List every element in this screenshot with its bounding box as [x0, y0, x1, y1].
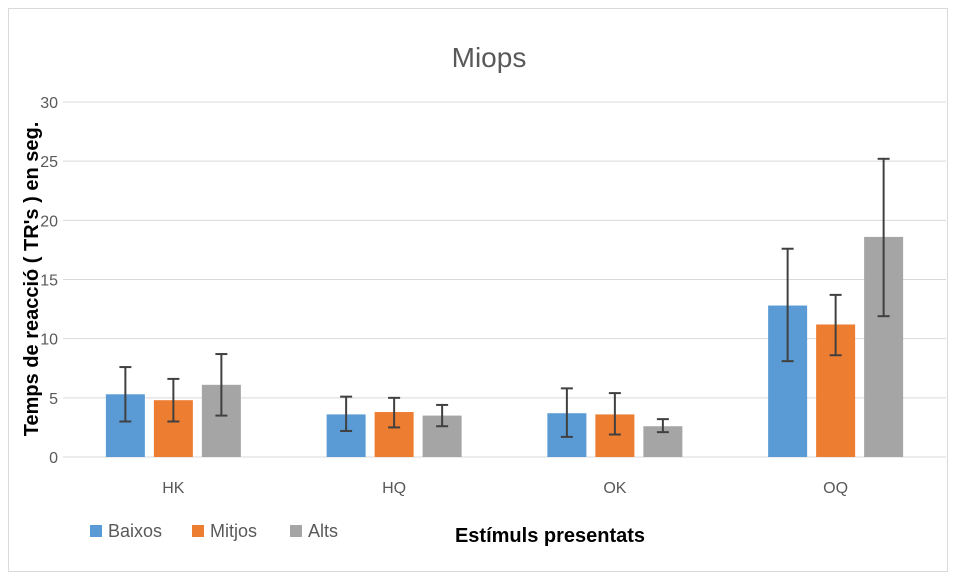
error-bar — [877, 157, 890, 318]
x-tick-label: HK — [162, 480, 185, 497]
error-bar — [436, 403, 449, 428]
error-bar — [608, 392, 621, 436]
legend-swatch — [90, 525, 102, 537]
error-bar — [560, 387, 573, 438]
legend-item: Baixos — [90, 521, 162, 541]
y-tick-label: 25 — [40, 154, 58, 171]
bars — [105, 236, 904, 457]
y-tick-label: 5 — [49, 391, 58, 408]
y-tick-label: 10 — [40, 332, 58, 349]
legend-swatch — [192, 525, 204, 537]
x-tick-label: HQ — [382, 480, 406, 497]
x-axis-label: Estímuls presentats — [455, 525, 645, 547]
legend-label: Alts — [308, 521, 338, 541]
legend-item: Mitjos — [192, 521, 257, 541]
error-bar — [119, 366, 132, 423]
legend-swatch — [290, 525, 302, 537]
legend-label: Baixos — [108, 521, 162, 541]
legend-item: Alts — [290, 521, 338, 541]
y-tick-label: 15 — [40, 273, 58, 290]
x-tick-label: OQ — [823, 480, 848, 497]
legend-label: Mitjos — [210, 521, 257, 541]
y-tick-label: 30 — [40, 95, 58, 112]
x-tick-labels: HK HQ OK OQ — [162, 480, 848, 497]
error-bar — [781, 247, 794, 363]
error-bar — [656, 418, 669, 434]
error-bar — [388, 396, 401, 429]
x-tick-label: OK — [603, 480, 626, 497]
error-bar — [340, 395, 353, 432]
y-tick-labels: 0 5 10 15 20 25 30 — [40, 95, 58, 467]
y-tick-label: 0 — [49, 450, 58, 467]
error-bar — [829, 293, 842, 357]
gridlines — [63, 101, 946, 458]
error-bar — [167, 377, 180, 423]
legend: Baixos Mitjos Alts — [90, 521, 338, 541]
error-bar — [215, 353, 228, 417]
y-axis-label: Temps de reacció ( TR's ) en seg. — [21, 122, 43, 436]
chart-title: Miops — [452, 42, 527, 73]
error-bars — [119, 157, 890, 438]
y-tick-label: 20 — [40, 213, 58, 230]
